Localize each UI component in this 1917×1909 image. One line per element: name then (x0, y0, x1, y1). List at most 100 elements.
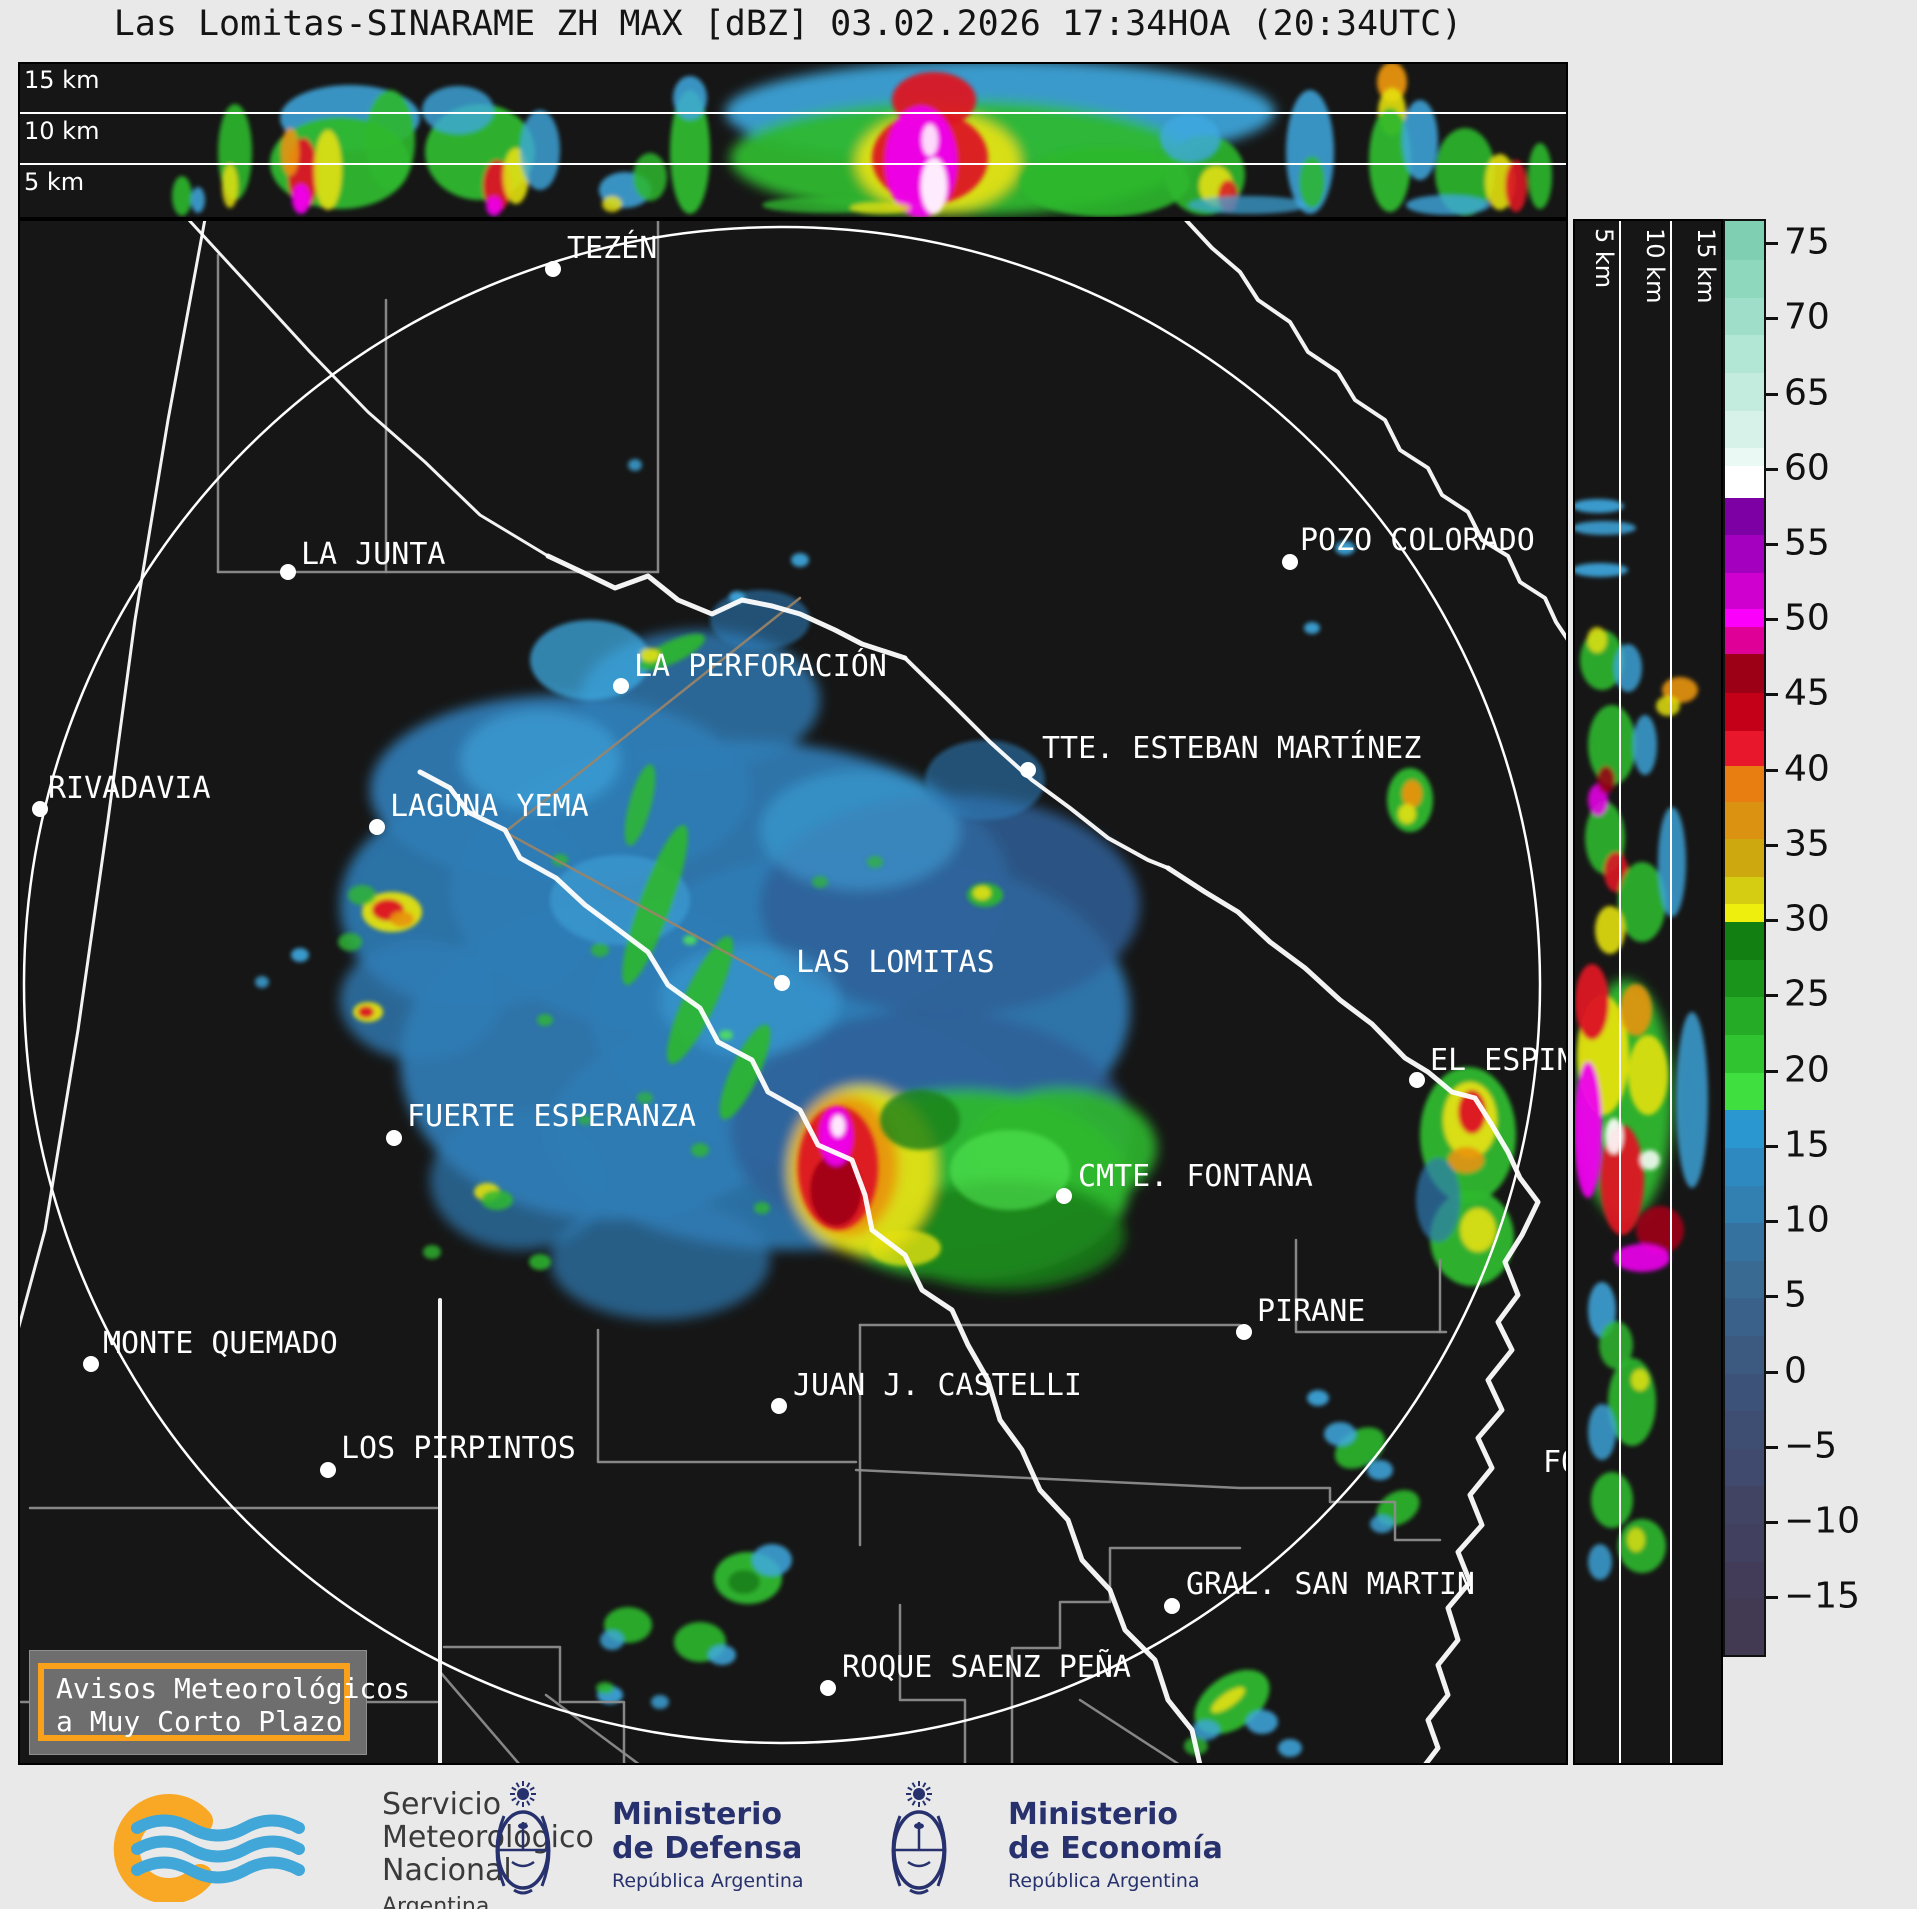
colorbar-tick-label: 0 (1784, 1350, 1807, 1392)
smn-line-3: Nacional (382, 1853, 512, 1888)
boundary-line (596, 1328, 858, 1464)
radar-echo (1575, 964, 1609, 1040)
city-label: LAGUNA YEMA (390, 789, 589, 824)
colorbar-tick-label: 75 (1784, 221, 1830, 263)
city-label: LOS PIRPINTOS (341, 1431, 576, 1466)
colorbar-segment (1725, 297, 1764, 336)
colorbar-segment (1725, 839, 1764, 878)
radar-echo (885, 1180, 1125, 1290)
colorbar-segment (1725, 372, 1764, 412)
colorbar-segment (1725, 1486, 1764, 1525)
radar-echo (602, 196, 622, 212)
radar-echo (1211, 1687, 1245, 1713)
city-dot (1236, 1324, 1252, 1340)
route-line (503, 596, 802, 834)
warning-line-1: Avisos Meteorológicos (56, 1672, 411, 1705)
warning-line-2: a Muy Corto Plazo (56, 1705, 343, 1738)
river-border-line (1165, 865, 1541, 1765)
radar-echo (423, 1245, 441, 1259)
radar-echo (1676, 1012, 1708, 1188)
defensa-line-3: República Argentina (612, 1870, 804, 1892)
dbz-colorbar (1723, 219, 1766, 1657)
city-label: TEZÉN (567, 230, 657, 266)
colorbar-segment (1725, 877, 1764, 905)
radar-echo (667, 936, 733, 1064)
colorbar-tick-label: 60 (1784, 447, 1830, 489)
radar-echo (291, 948, 309, 962)
city-label: RIVADAVIA (48, 771, 211, 806)
boundary-line (1294, 1238, 1448, 1334)
radar-echo (1631, 1369, 1649, 1391)
radar-echo (925, 740, 1045, 820)
colorbar-tick (1764, 843, 1778, 847)
colorbar-segment (1725, 260, 1764, 299)
radar-echo (1597, 766, 1615, 794)
city-label: POZO COLORADO (1300, 523, 1535, 558)
colorbar-segment (1725, 1524, 1764, 1563)
radar-echo (1435, 128, 1495, 216)
city-dot (1020, 762, 1036, 778)
colorbar-tick (1764, 1069, 1778, 1073)
radar-echo (1188, 196, 1308, 214)
radar-echo (1416, 1158, 1460, 1242)
colorbar-segment (1725, 1260, 1764, 1299)
colorbar-segment (1725, 1147, 1764, 1187)
defensa-line-2: de Defensa (612, 1831, 803, 1866)
smn-line-1: Servicio (382, 1787, 502, 1822)
radar-echo (390, 911, 414, 927)
colorbar-segment (1725, 1185, 1764, 1224)
colorbar-tick-label: 30 (1784, 898, 1830, 940)
radar-echo (728, 1570, 760, 1594)
colorbar-tick (1764, 392, 1778, 396)
main-radar-map: TEZÉN LA JUNTA POZO COLORADO LA PERFORACIÓN… (18, 219, 1568, 1765)
radar-echo (1335, 541, 1355, 555)
radar-echo (1460, 1208, 1496, 1252)
radar-echo (1587, 627, 1607, 653)
colorbar-tick (1764, 1144, 1778, 1148)
colorbar-segment (1725, 497, 1764, 536)
altitude-label: 5 km (24, 168, 84, 196)
altitude-label: 10 km (1641, 228, 1669, 303)
city-dot (386, 1130, 402, 1146)
top-cross-section-border (18, 62, 1568, 219)
smn-logo-icon (113, 1794, 305, 1902)
radar-echo (529, 1254, 551, 1270)
radar-echo (637, 1092, 653, 1104)
colorbar-tick (1764, 242, 1778, 246)
radar-echo (670, 90, 710, 214)
radar-echo (1324, 1422, 1356, 1446)
colorbar-segment (1725, 1599, 1764, 1656)
radar-echo (537, 1014, 553, 1026)
colorbar-segment (1725, 448, 1764, 467)
radar-echo (791, 553, 809, 567)
radar-echo (810, 1154, 862, 1226)
radar-echo (683, 935, 697, 945)
radar-echo (831, 1115, 845, 1137)
colorbar-segment (1725, 1448, 1764, 1487)
radar-echo (600, 1630, 624, 1650)
radar-echo (591, 943, 609, 957)
page-title: Las Lomitas-SINARAME ZH MAX [dBZ] 03.02.… (113, 4, 1463, 44)
radar-echo (292, 184, 310, 214)
colorbar-tick-label: −5 (1784, 1425, 1838, 1467)
colorbar-tick (1764, 693, 1778, 697)
radar-echo (1573, 563, 1628, 577)
radar-echo (1595, 906, 1625, 954)
city-dot (280, 564, 296, 580)
city-dot (1164, 1598, 1180, 1614)
colorbar-tick-label: 40 (1784, 748, 1830, 790)
radar-echo (1369, 108, 1411, 212)
main-map-border (18, 219, 1568, 1765)
city-label: LAS LOMITAS (796, 945, 995, 980)
radar-echo (281, 128, 299, 176)
altitude-label: 15 km (24, 66, 99, 94)
radar-echo (340, 940, 500, 1060)
colorbar-tick (1764, 919, 1778, 923)
radar-echo (752, 1544, 792, 1576)
radar-echo (358, 1006, 374, 1018)
radar-echo (314, 130, 342, 210)
radar-echo (1528, 143, 1552, 209)
river-border-line (417, 769, 1203, 1765)
city-label: LA JUNTA (301, 537, 446, 572)
colorbar-segment (1725, 997, 1764, 1036)
